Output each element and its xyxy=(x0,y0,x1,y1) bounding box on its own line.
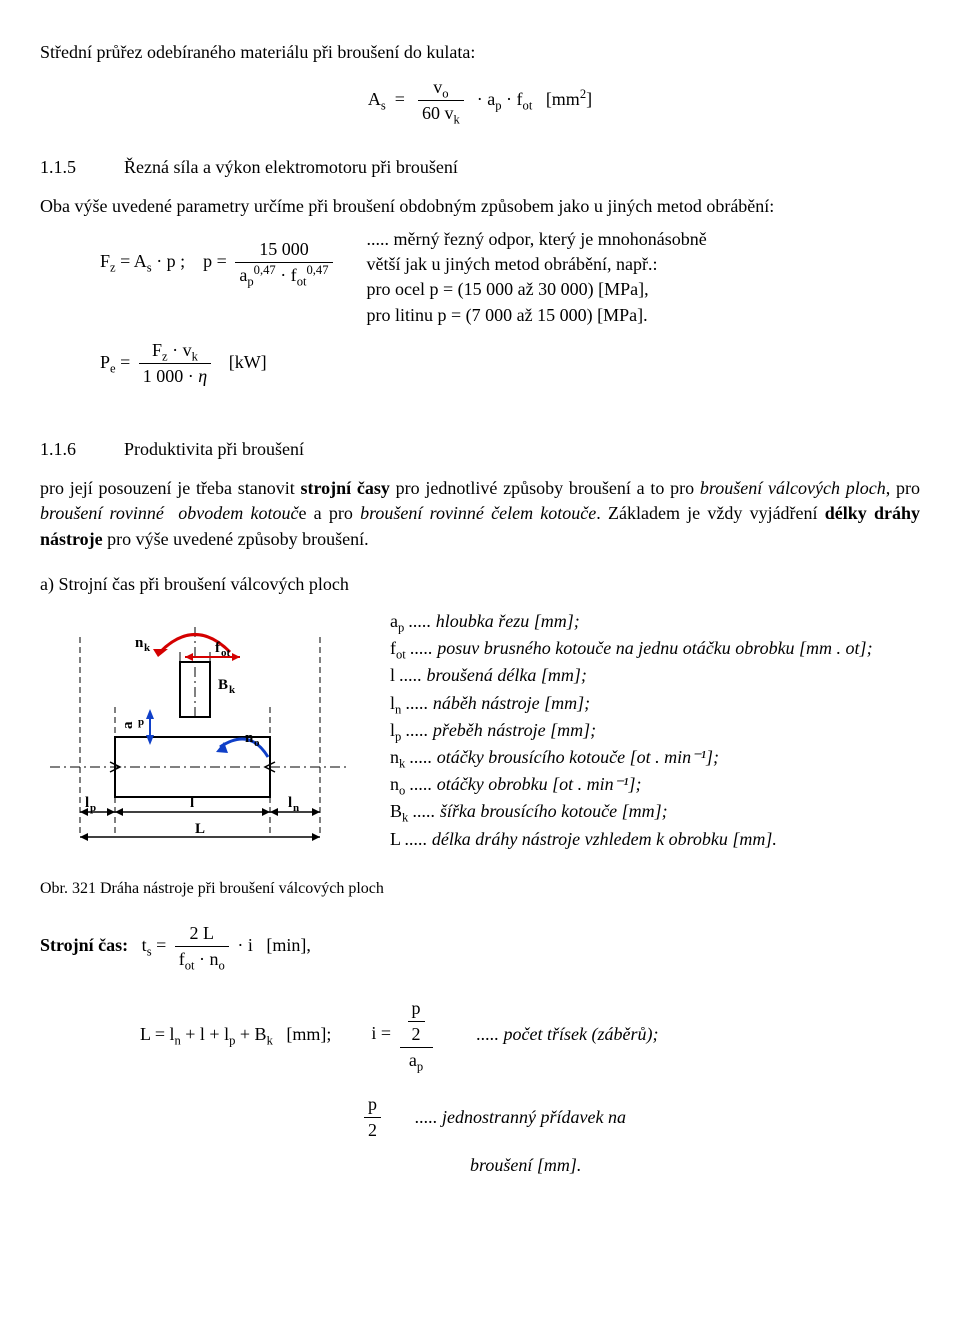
svg-text:ot: ot xyxy=(221,647,231,659)
svg-text:n: n xyxy=(293,802,299,814)
variable-item: fot ..... posuv brusného kotouče na jedn… xyxy=(390,636,920,661)
formula-Pe: Pe = Fz · vk 1 000 · η [kW] xyxy=(40,338,920,389)
svg-text:l: l xyxy=(288,795,292,811)
svg-text:p: p xyxy=(138,716,144,728)
variable-list: ap ..... hloubka řezu [mm];fot ..... pos… xyxy=(390,607,920,854)
svg-text:p: p xyxy=(90,802,96,814)
formula-As: As = vo 60 vk · ap · fot [mm2] xyxy=(40,75,920,126)
p-half-label: p 2 xyxy=(364,1092,381,1143)
section-115-number: 1.1.5 xyxy=(40,155,100,180)
figure-caption: Obr. 321 Dráha nástroje při broušení vál… xyxy=(40,878,920,900)
svg-text:l: l xyxy=(85,795,89,811)
svg-text:B: B xyxy=(218,677,228,693)
diagram-container: n k f ot B k a p n o l p l xyxy=(40,607,360,874)
formula-L: L = ln + l + lp + Bk [mm]; xyxy=(140,1022,331,1047)
svg-text:k: k xyxy=(229,684,236,696)
litina-line: pro litinu p = (7 000 až 15 000) [MPa]. xyxy=(367,305,648,325)
formula-i: i = p2 ap xyxy=(371,996,436,1074)
formula-L-i-row: L = ln + l + lp + Bk [mm]; i = p2 ap ...… xyxy=(40,996,920,1074)
variable-item: nk ..... otáčky brousícího kotouče [ot .… xyxy=(390,745,920,770)
variable-item: l ..... broušená délka [mm]; xyxy=(390,663,920,688)
i-desc: ..... počet třísek (záběrů); xyxy=(477,1022,659,1047)
strojni-cas-label: Strojní čas: xyxy=(40,934,128,954)
svg-text:o: o xyxy=(254,737,260,749)
variable-item: L ..... délka dráhy nástroje vzhledem k … xyxy=(390,827,920,852)
grinding-diagram: n k f ot B k a p n o l p l xyxy=(40,607,360,867)
section-116-number: 1.1.6 xyxy=(40,437,100,462)
ocel-line: pro ocel p = (15 000 až 30 000) [MPa], xyxy=(367,279,649,299)
svg-text:a: a xyxy=(120,721,136,729)
variable-item: ln ..... náběh nástroje [mm]; xyxy=(390,691,920,716)
variable-item: lp ..... přeběh nástroje [mm]; xyxy=(390,718,920,743)
odpor-note: ..... měrný řezný odpor, který je mnohon… xyxy=(367,229,707,249)
svg-text:k: k xyxy=(144,642,151,654)
formula-ts-row: Strojní čas: ts = 2 L fot · no · i [min]… xyxy=(40,921,920,972)
variable-item: Bk ..... šířka brousícího kotouče [mm]; xyxy=(390,799,920,824)
section-116-para: pro její posouzení je třeba stanovit str… xyxy=(40,476,920,552)
subsection-a-title: a) Strojní čas při broušení válcových pl… xyxy=(40,572,920,597)
p-half-desc: ..... jednostranný přídavek na xyxy=(415,1105,626,1130)
p-half-desc2: broušení [mm]. xyxy=(40,1153,920,1178)
section-116-title: Produktivita při broušení xyxy=(124,437,304,462)
heading-avg-crosssection: Střední průřez odebíraného materiálu při… xyxy=(40,40,920,65)
p-half-row: p 2 ..... jednostranný přídavek na xyxy=(40,1092,920,1143)
odpor-note-block: ..... měrný řezný odpor, který je mnohon… xyxy=(367,227,920,328)
variable-item: ap ..... hloubka řezu [mm]; xyxy=(390,609,920,634)
formula-Fz: Fz = As · p ; p = 15 000 ap0,47 · fot0,4… xyxy=(40,237,337,288)
svg-text:n: n xyxy=(135,635,144,651)
odpor-cont: větší jak u jiných metod obrábění, např.… xyxy=(367,254,658,274)
section-115-title: Řezná síla a výkon elektromotoru při bro… xyxy=(124,155,458,180)
variable-item: no ..... otáčky obrobku [ot . min⁻¹]; xyxy=(390,772,920,797)
svg-text:n: n xyxy=(245,730,254,746)
svg-text:L: L xyxy=(195,821,205,837)
svg-text:l: l xyxy=(190,795,194,811)
section-115-intro: Oba výše uvedené parametry určíme při br… xyxy=(40,194,920,219)
